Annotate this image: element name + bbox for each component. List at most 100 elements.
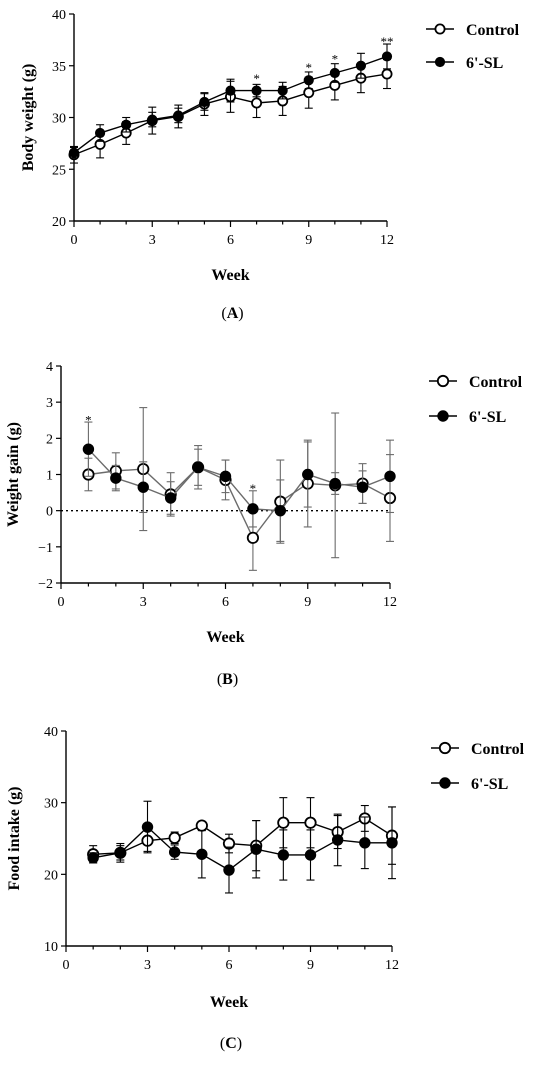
x-tick-label: 12 — [383, 595, 397, 610]
data-point — [173, 110, 184, 121]
chart-panel-3: 10 20 30 40 0 3 6 9 12 Week Food intake (g) Control… — [6, 725, 525, 1052]
legend-marker — [439, 777, 451, 789]
data-point — [195, 819, 208, 832]
data-point — [225, 85, 236, 96]
data-point — [94, 127, 106, 139]
y-tick-label: 0 — [46, 505, 53, 520]
data-point — [356, 481, 369, 493]
x-axis-title: Week — [210, 994, 248, 1011]
y-tick-label: 10 — [44, 940, 58, 955]
series-control — [82, 407, 397, 571]
data-point — [199, 96, 210, 108]
x-tick-label: 9 — [305, 233, 312, 248]
legend-label: 6'-SL — [466, 55, 503, 72]
data-point — [303, 75, 314, 86]
x-tick-label: 0 — [71, 233, 78, 248]
data-point — [381, 51, 393, 62]
legend-marker — [437, 410, 449, 422]
data-point — [192, 461, 204, 473]
series-6sl — [68, 43, 393, 159]
panel-label: (C) — [220, 1035, 242, 1052]
series-line — [87, 448, 391, 512]
significance-marker: * — [306, 60, 313, 75]
data-point — [141, 821, 154, 833]
data-point — [168, 831, 181, 844]
data-point — [68, 147, 80, 158]
data-point — [359, 837, 371, 849]
data-point — [274, 504, 287, 517]
y-tick-label: 35 — [52, 60, 66, 75]
y-axis-title: Body weight (g) — [20, 64, 37, 172]
data-point — [381, 68, 393, 80]
data-point — [355, 60, 367, 71]
y-tick-label: 30 — [52, 112, 66, 127]
y-tick-label: 1 — [46, 469, 53, 484]
legend-marker — [434, 23, 446, 35]
series-6sl — [87, 800, 398, 894]
significance-marker: * — [253, 71, 260, 86]
series-6sl — [82, 421, 396, 542]
panel-label: (A) — [221, 305, 243, 322]
legend: Control 6'-SL — [431, 741, 525, 793]
x-tick-label: 12 — [380, 233, 394, 248]
y-tick-label: −2 — [38, 577, 53, 592]
x-tick-label: 6 — [227, 233, 234, 248]
data-point — [304, 849, 317, 861]
series-control — [68, 58, 393, 164]
legend-label: Control — [469, 374, 523, 391]
y-tick-label: 20 — [44, 868, 58, 883]
x-tick-label: 0 — [63, 958, 70, 973]
data-point — [277, 85, 288, 96]
x-tick-label: 3 — [149, 233, 156, 248]
significance-marker: ** — [381, 34, 394, 49]
data-point — [87, 852, 99, 864]
data-point — [147, 114, 158, 125]
legend-label: Control — [466, 22, 520, 39]
y-tick-label: 4 — [46, 360, 53, 375]
y-axis-title: Food intake (g) — [6, 787, 23, 891]
legend-label: Control — [471, 741, 525, 758]
data-point — [331, 834, 344, 846]
x-tick-label: 9 — [307, 958, 314, 973]
panel-label: (B) — [217, 671, 238, 688]
x-tick-label: 3 — [140, 595, 147, 610]
legend: Control 6'-SL — [426, 22, 520, 72]
data-point — [251, 85, 262, 96]
data-point — [251, 97, 263, 109]
x-axis-title: Week — [211, 267, 249, 284]
y-tick-label: 3 — [46, 396, 53, 411]
legend: Control 6'-SL — [429, 374, 523, 426]
data-point — [329, 67, 340, 79]
data-point — [329, 477, 341, 490]
data-point — [219, 470, 232, 483]
y-tick-label: −1 — [38, 541, 53, 556]
x-tick-label: 0 — [58, 595, 65, 610]
legend-marker — [436, 374, 450, 388]
y-tick-label: 2 — [46, 432, 53, 447]
x-tick-label: 3 — [144, 958, 151, 973]
data-point — [246, 531, 260, 544]
significance-marker: * — [85, 412, 92, 427]
y-tick-label: 20 — [52, 215, 66, 230]
y-axis-title: Weight gain (g) — [5, 422, 22, 527]
legend-label: 6'-SL — [469, 409, 506, 426]
y-tick-label: 30 — [44, 797, 58, 812]
data-point — [223, 864, 235, 876]
legend-label: 6'-SL — [471, 776, 508, 793]
x-tick-label: 6 — [226, 958, 233, 973]
y-tick-label: 40 — [52, 8, 66, 23]
data-point — [110, 472, 122, 484]
data-point — [277, 849, 290, 861]
data-point — [384, 470, 396, 483]
y-tick-label: 40 — [44, 725, 58, 740]
data-point — [277, 816, 290, 829]
data-point — [250, 843, 262, 855]
data-point — [247, 503, 259, 515]
x-tick-label: 12 — [385, 958, 399, 973]
data-point — [302, 468, 314, 481]
series-line — [93, 826, 392, 871]
y-tick-label: 25 — [52, 163, 66, 178]
x-tick-label: 6 — [222, 595, 229, 610]
